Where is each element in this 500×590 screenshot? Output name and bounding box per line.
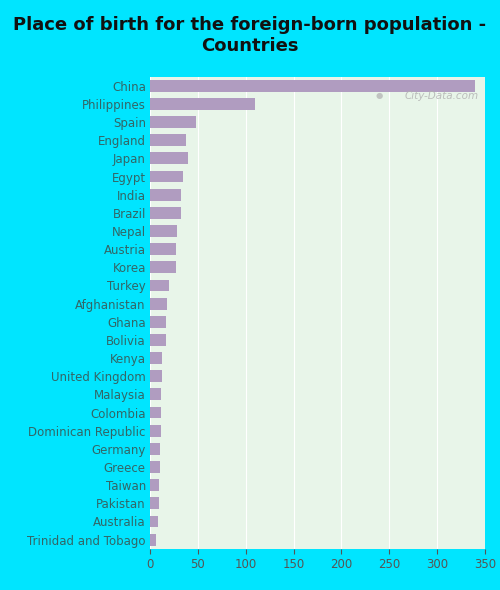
Bar <box>150 243 176 255</box>
Bar <box>150 516 158 527</box>
Bar <box>150 534 156 546</box>
Bar <box>150 316 166 327</box>
Bar <box>150 152 188 164</box>
Bar <box>150 388 162 400</box>
Bar <box>150 171 182 182</box>
Bar <box>150 371 162 382</box>
Bar <box>150 497 158 509</box>
Bar <box>150 135 186 146</box>
Bar <box>150 407 162 418</box>
Bar <box>150 443 160 455</box>
Bar <box>150 334 166 346</box>
Bar <box>150 207 180 219</box>
Text: ●: ● <box>376 91 383 100</box>
Bar <box>150 189 180 201</box>
Bar <box>150 280 169 291</box>
Bar <box>150 261 176 273</box>
Bar <box>150 425 160 437</box>
Text: City-Data.com: City-Data.com <box>404 91 478 101</box>
Bar <box>150 298 167 310</box>
Bar <box>150 80 476 91</box>
Bar <box>150 479 158 491</box>
Bar <box>150 98 256 110</box>
Bar <box>150 461 160 473</box>
Bar <box>150 352 162 364</box>
Bar <box>150 225 177 237</box>
Bar <box>150 116 196 128</box>
Text: Place of birth for the foreign-born population -
Countries: Place of birth for the foreign-born popu… <box>14 16 486 55</box>
